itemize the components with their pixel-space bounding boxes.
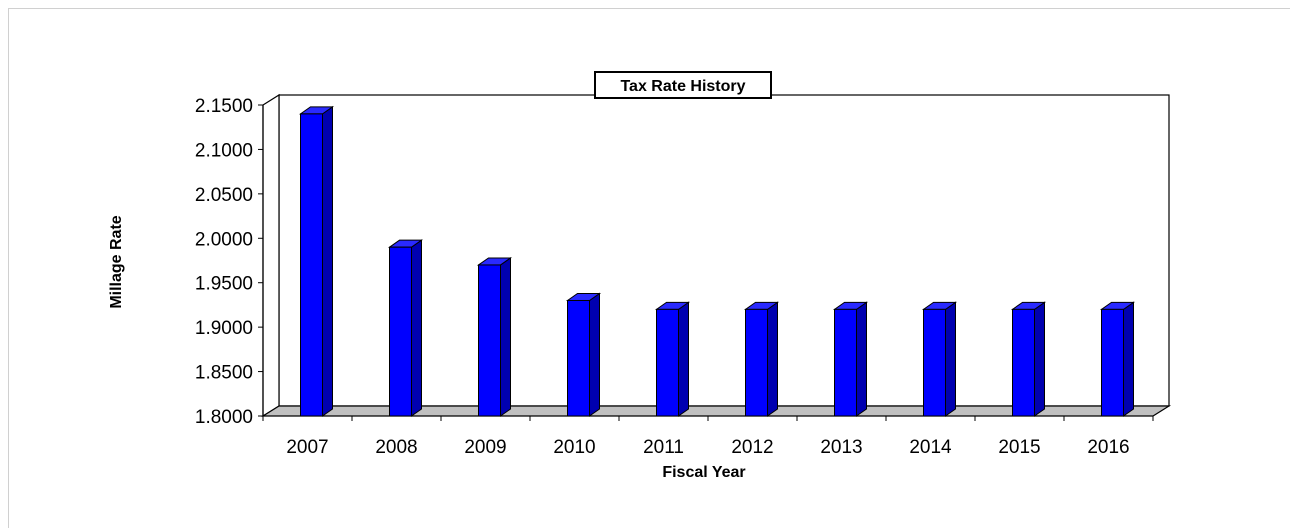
y-tick-label: 2.0500 [195, 185, 253, 206]
bar-front [1101, 308, 1124, 417]
x-tick-label: 2015 [998, 437, 1040, 458]
x-axis-ticks: 2007 2008 2009 2010 2011 2012 2013 2014 2015 2016 [262, 416, 1154, 458]
x-tick-label: 2013 [820, 437, 862, 458]
bar-front [300, 113, 323, 417]
bar-front [834, 308, 857, 417]
x-tick-label: 2007 [286, 437, 328, 458]
y-tick-label: 1.8000 [195, 407, 253, 428]
y-axis-ticks: 1.8000 1.8500 1.9000 1.9500 2.0000 2.0500 2.10… [195, 96, 264, 428]
y-tick-label: 1.9500 [195, 274, 253, 295]
x-tick-label: 2014 [909, 437, 952, 458]
chart-frame [8, 8, 1290, 528]
x-tick-label: 2010 [553, 437, 595, 458]
bar-2013 [832, 301, 869, 417]
bar-2007 [298, 105, 335, 417]
y-tick-label: 2.1500 [195, 96, 253, 117]
x-tick-label: 2011 [643, 437, 684, 458]
x-tick-label: 2008 [375, 437, 417, 458]
bar-side [411, 239, 422, 417]
chart-title-box: Tax Rate History [594, 71, 772, 99]
bar-2015 [1010, 301, 1047, 417]
x-tick-label: 2009 [464, 437, 506, 458]
y-tick-label: 2.1000 [195, 140, 253, 161]
y-tick-label: 1.8500 [195, 363, 253, 384]
bar-side [1034, 301, 1045, 417]
chart-title: Tax Rate History [620, 78, 745, 95]
bar-front [389, 246, 412, 417]
bar-front [923, 308, 946, 417]
bar-front [745, 308, 768, 417]
y-tick-label: 2.0000 [195, 229, 253, 250]
side-wall [262, 93, 280, 418]
y-axis-title: Millage Rate [108, 215, 125, 308]
bar-2012 [743, 301, 780, 417]
bar-side [500, 256, 511, 417]
bar-side [322, 105, 333, 417]
bar-side [678, 301, 689, 417]
bar-side [945, 301, 956, 417]
bar-2014 [921, 301, 958, 417]
x-axis-title: Fiscal Year [662, 464, 745, 481]
bar-2008 [387, 239, 424, 417]
bars [298, 105, 1136, 417]
bar-front [567, 299, 590, 417]
y-tick-label: 1.9000 [195, 318, 253, 339]
bar-front [656, 308, 679, 417]
bar-side [1123, 301, 1134, 417]
bar-2010 [565, 292, 602, 417]
x-tick-label: 2016 [1087, 437, 1129, 458]
bar-side [767, 301, 778, 417]
bar-side [589, 292, 600, 417]
bar-front [478, 264, 501, 417]
x-tick-label: 2012 [731, 437, 773, 458]
bar-2009 [476, 256, 513, 417]
bar-front [1012, 308, 1035, 417]
bar-2011 [654, 301, 691, 417]
bar-side [856, 301, 867, 417]
bar-2016 [1099, 301, 1136, 417]
